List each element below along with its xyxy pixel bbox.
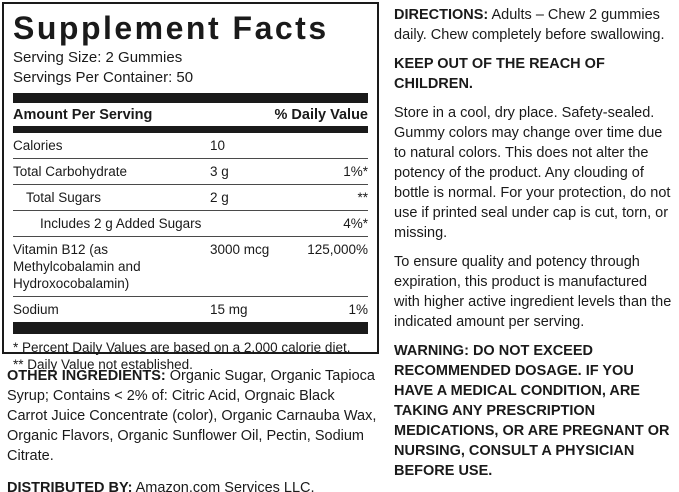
divider-bar-thick-top [13,93,368,103]
divider-bar-thick-bottom [13,322,368,334]
nutrient-name: Includes 2 g Added Sugars [40,216,202,231]
nutrient-name: Vitamin B12 (as Methylcobalamin and Hydr… [13,242,141,291]
left-column: Supplement Facts Serving Size: 2 Gummies… [2,2,379,492]
right-column: DIRECTIONS: Adults – Chew 2 gummies dail… [381,0,679,492]
nutrient-name: Sodium [13,302,59,317]
warning-label: WARNING: [394,343,469,359]
header-amount-per-serving: Amount Per Serving [13,107,153,123]
header-percent-daily-value: % Daily Value [274,107,369,123]
warning: WARNING: DO NOT EXCEED RECOMMENDED DOSAG… [394,341,673,481]
distributed-by: DISTRIBUTED BY: Amazon.com Services LLC,… [7,478,377,492]
keep-out-warning: KEEP OUT OF THE REACH OF CHILDREN. [394,56,605,92]
nutrient-name: Total Carbohydrate [13,164,128,179]
directions: DIRECTIONS: Adults – Chew 2 gummies dail… [394,5,673,45]
table-row-vitamin-b12: Vitamin B12 (as Methylcobalamin and Hydr… [13,237,368,297]
table-row-total-sugars: Total Sugars 2 g ** [13,185,368,211]
quality-statement: To ensure quality and potency through ex… [394,254,672,330]
serving-size: Serving Size: 2 Gummies [13,49,183,66]
nutrient-dv: ** [357,190,368,205]
table-row-sodium: Sodium 15 mg 1% [13,297,368,322]
table-header: Amount Per Serving % Daily Value [13,103,368,126]
directions-label: DIRECTIONS: [394,7,489,23]
footnote-daily-values: * Percent Daily Values are based on a 2,… [13,340,351,355]
nutrient-amount: 10 [210,138,226,153]
divider-bar-medium [13,126,368,133]
distributed-by-text: Amazon.com Services LLC, [135,480,315,492]
footnotes: * Percent Daily Values are based on a 2,… [13,339,368,373]
supplement-facts-panel: Supplement Facts Serving Size: 2 Gummies… [2,2,379,372]
panel-title: Supplement Facts [13,10,329,46]
footnote-not-established: ** Daily Value not established. [13,357,193,372]
table-row-total-carbohydrate: Total Carbohydrate 3 g 1%* [13,159,368,185]
other-ingredients: OTHER INGREDIENTS: Organic Sugar, Organi… [7,366,377,466]
storage-instructions: Store in a cool, dry place. Safety-seale… [394,105,671,241]
nutrient-dv: 1% [348,302,368,317]
other-ingredients-text: Organic Sugar, Organic Tapioca Syrup; Co… [7,368,377,464]
nutrient-amount: 15 mg [210,302,248,317]
warning-text: DO NOT EXCEED RECOMMENDED DOSAGE. IF YOU… [394,343,670,479]
nutrient-dv: 4%* [343,216,368,231]
nutrient-dv: 125,000% [307,242,368,257]
servings-per-container: Servings Per Container: 50 [13,69,194,86]
nutrient-name: Calories [13,138,63,153]
table-row-added-sugars: Includes 2 g Added Sugars 4%* [13,211,368,237]
nutrient-name: Total Sugars [26,190,102,205]
table-row-calories: Calories 10 [13,133,368,159]
nutrient-amount: 3000 mcg [210,242,270,257]
nutrient-amount: 2 g [210,190,229,205]
nutrient-amount: 3 g [210,164,229,179]
nutrient-dv: 1%* [343,164,368,179]
directions-text: Adults – Chew 2 gummies daily. Chew comp… [394,7,665,43]
distributed-by-label: DISTRIBUTED BY: [7,480,133,492]
other-ingredients-label: OTHER INGREDIENTS: [7,368,166,384]
